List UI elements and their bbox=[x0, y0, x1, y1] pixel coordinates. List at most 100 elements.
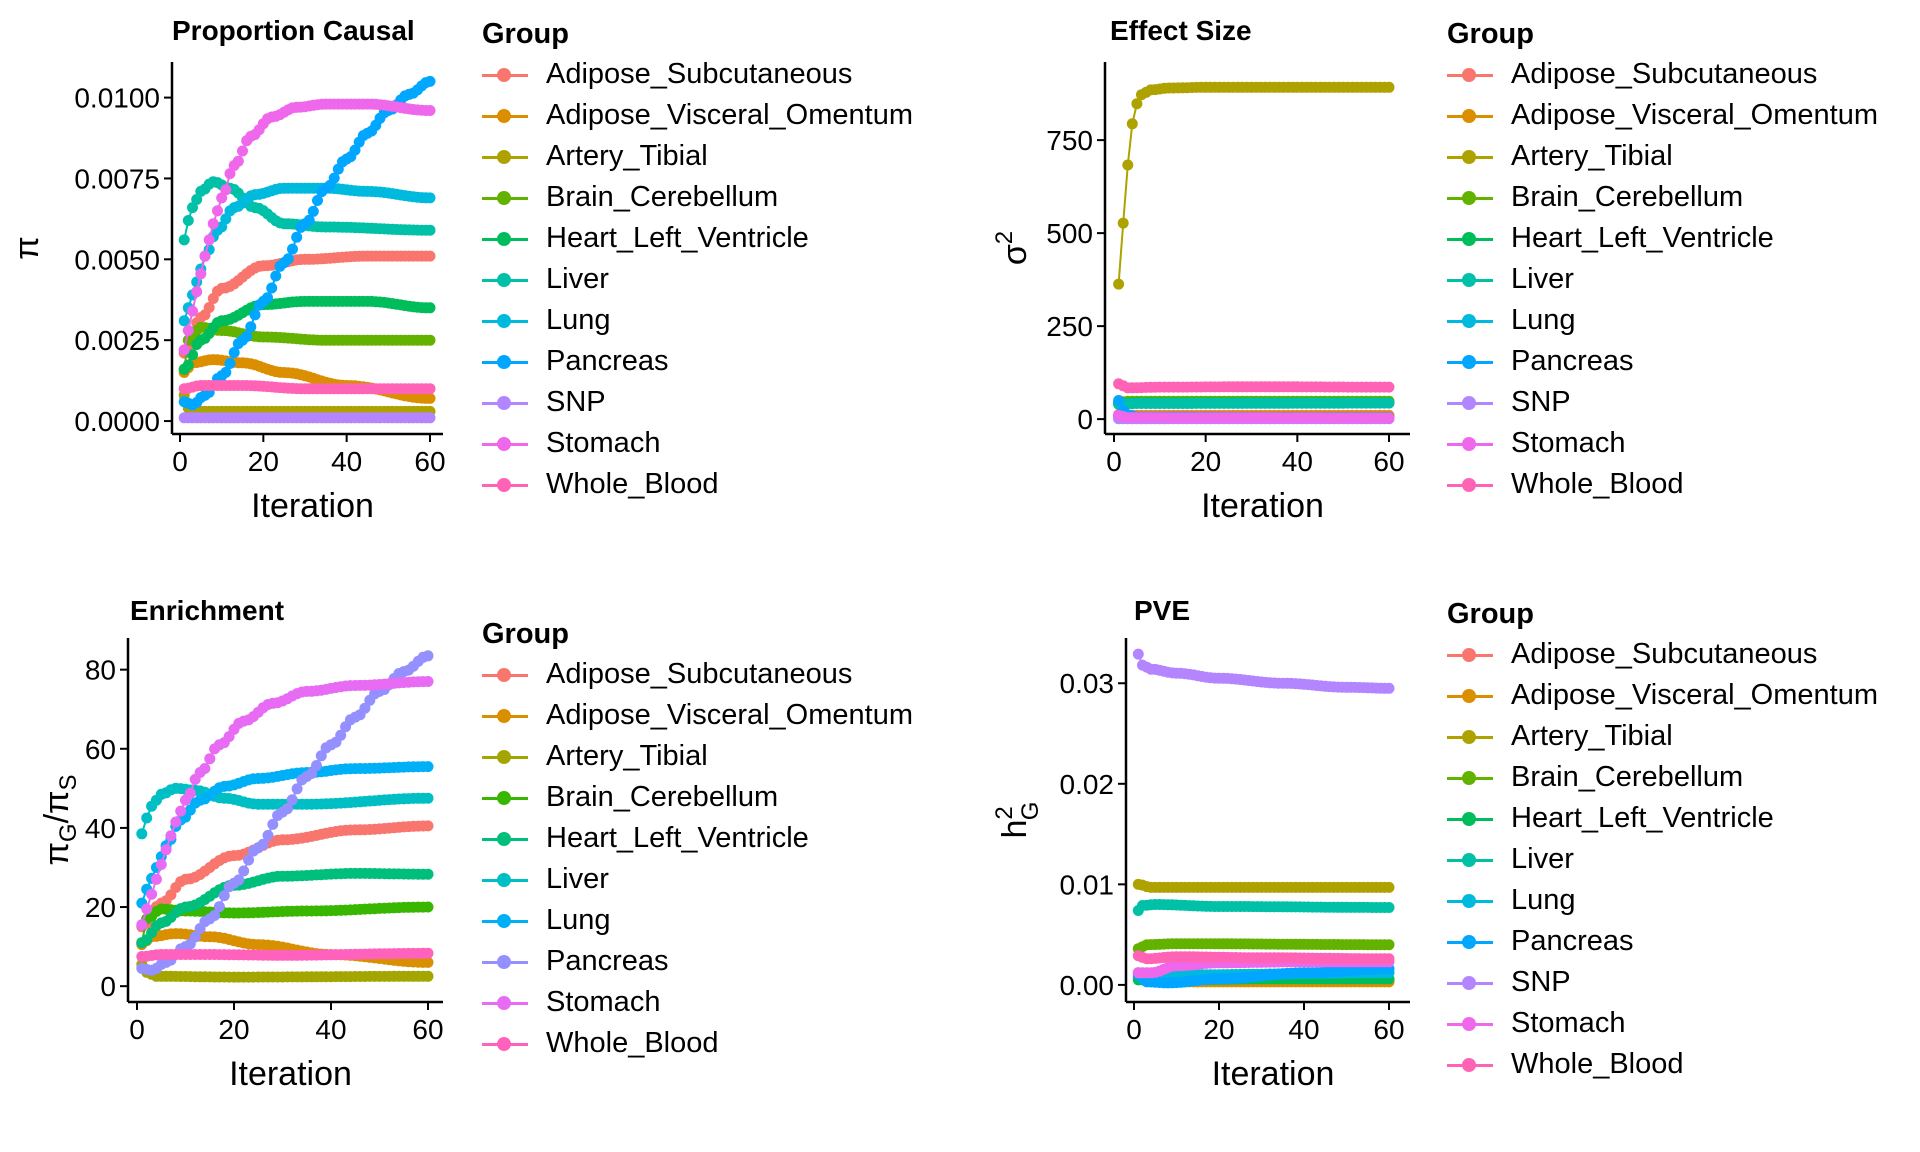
legend-label: Stomach bbox=[1511, 427, 1626, 459]
legend-item-lung: Lung bbox=[1447, 880, 1878, 921]
legend-label: Artery_Tibial bbox=[546, 140, 708, 172]
legend-item-whole-blood: Whole_Blood bbox=[1447, 464, 1878, 505]
y-tick-label: 0.0025 bbox=[74, 325, 160, 356]
legend-label: SNP bbox=[546, 386, 606, 418]
legend-key-icon bbox=[1447, 727, 1493, 747]
legend-key-icon bbox=[1447, 434, 1493, 454]
legend-key-icon bbox=[482, 434, 528, 454]
data-point bbox=[270, 270, 282, 282]
legend-item-liver: Liver bbox=[482, 259, 913, 300]
legend-key-icon bbox=[1447, 65, 1493, 85]
y-tick-label: 0.00 bbox=[1060, 970, 1115, 1001]
data-point bbox=[315, 750, 327, 762]
data-point bbox=[422, 868, 434, 880]
series-liver bbox=[1132, 899, 1395, 916]
data-point bbox=[1113, 278, 1125, 290]
legend-key-icon bbox=[482, 952, 528, 972]
series-group bbox=[1132, 648, 1395, 989]
legend-label: Lung bbox=[1511, 304, 1576, 336]
legend-item-brain-cerebellum: Brain_Cerebellum bbox=[482, 777, 913, 818]
data-point bbox=[1383, 397, 1395, 409]
legend-label: Heart_Left_Ventricle bbox=[1511, 802, 1774, 834]
legend-label: Whole_Blood bbox=[1511, 1048, 1684, 1080]
data-point bbox=[195, 268, 207, 280]
series-stomach bbox=[136, 676, 434, 931]
panel-title: Proportion Causal bbox=[172, 15, 415, 46]
legend-label: Stomach bbox=[1511, 1007, 1626, 1039]
legend-key-icon bbox=[482, 1034, 528, 1054]
series-brain-cerebellum bbox=[178, 321, 436, 375]
legend-title: Group bbox=[1447, 598, 1534, 630]
data-point bbox=[224, 168, 236, 180]
legend-label: Pancreas bbox=[546, 945, 669, 977]
y-tick-label: 0.01 bbox=[1060, 869, 1115, 900]
legend-enrichment: Group Adipose_Subcutaneous Adipose_Viscer… bbox=[482, 614, 913, 1064]
legend-label: Heart_Left_Ventricle bbox=[546, 822, 809, 854]
legend-key-icon bbox=[482, 106, 528, 126]
series-artery-tibial bbox=[136, 958, 434, 983]
legend-key-icon bbox=[1447, 932, 1493, 952]
legend-key-icon bbox=[482, 229, 528, 249]
data-point bbox=[224, 358, 236, 369]
data-point bbox=[424, 302, 436, 314]
data-point bbox=[424, 105, 436, 116]
data-point bbox=[422, 676, 434, 687]
legend-item-liver: Liver bbox=[1447, 839, 1878, 880]
data-point bbox=[267, 818, 279, 830]
data-point bbox=[306, 768, 318, 779]
x-axis-label: Iteration bbox=[251, 487, 374, 525]
x-tick-label: 40 bbox=[1288, 1014, 1319, 1045]
legend-key-icon bbox=[1447, 475, 1493, 495]
series-whole-blood bbox=[1113, 378, 1395, 394]
data-point bbox=[1117, 217, 1129, 229]
legend-key-icon bbox=[1447, 1014, 1493, 1034]
legend-item-stomach: Stomach bbox=[1447, 1003, 1878, 1044]
legend-key-icon bbox=[482, 188, 528, 208]
data-point bbox=[160, 844, 172, 856]
legend-item-adipose-visceral-omentum: Adipose_Visceral_Omentum bbox=[482, 95, 913, 136]
data-point bbox=[204, 753, 216, 765]
legend-item-brain-cerebellum: Brain_Cerebellum bbox=[1447, 177, 1878, 218]
legend-label: Pancreas bbox=[546, 345, 669, 377]
legend-pve: Group Adipose_Subcutaneous Adipose_Viscer… bbox=[1447, 594, 1878, 1085]
data-point bbox=[155, 859, 167, 870]
legend-item-pancreas: Pancreas bbox=[482, 941, 913, 982]
data-point bbox=[422, 901, 434, 913]
data-point bbox=[150, 873, 162, 885]
data-point bbox=[1383, 81, 1395, 93]
legend-item-stomach: Stomach bbox=[482, 423, 913, 464]
data-point bbox=[146, 888, 158, 900]
legend-item-whole-blood: Whole_Blood bbox=[1447, 1044, 1878, 1085]
legend-key-icon bbox=[482, 352, 528, 372]
legend-key-icon bbox=[1447, 1055, 1493, 1075]
data-point bbox=[141, 903, 153, 915]
legend-key-icon bbox=[482, 147, 528, 167]
data-point bbox=[207, 218, 219, 230]
legend-title: Group bbox=[482, 618, 569, 650]
legend-key-icon bbox=[482, 829, 528, 849]
legend-proportion-causal: Group Adipose_Subcutaneous Adipose_Viscer… bbox=[482, 14, 913, 505]
data-point bbox=[311, 760, 322, 771]
legend-label: Adipose_Subcutaneous bbox=[546, 658, 853, 690]
data-point bbox=[262, 829, 274, 841]
data-point bbox=[422, 792, 434, 804]
data-point bbox=[424, 75, 436, 87]
panel-title: Effect Size bbox=[1110, 15, 1252, 46]
legend-label: Adipose_Visceral_Omentum bbox=[1511, 679, 1878, 711]
legend-label: Liver bbox=[546, 863, 609, 895]
data-point bbox=[424, 250, 436, 262]
data-point bbox=[257, 838, 269, 850]
legend-key-icon bbox=[482, 706, 528, 726]
x-tick-label: 60 bbox=[1373, 1014, 1404, 1045]
data-point bbox=[187, 305, 198, 317]
series-snp bbox=[178, 412, 436, 424]
data-point bbox=[182, 325, 194, 336]
data-point bbox=[178, 344, 190, 356]
data-point bbox=[212, 205, 223, 217]
data-point bbox=[191, 286, 203, 298]
legend-key-icon bbox=[1447, 147, 1493, 167]
legend-label: Adipose_Subcutaneous bbox=[1511, 638, 1818, 670]
data-point bbox=[141, 812, 153, 824]
data-point bbox=[281, 803, 293, 815]
legend-item-liver: Liver bbox=[1447, 259, 1878, 300]
